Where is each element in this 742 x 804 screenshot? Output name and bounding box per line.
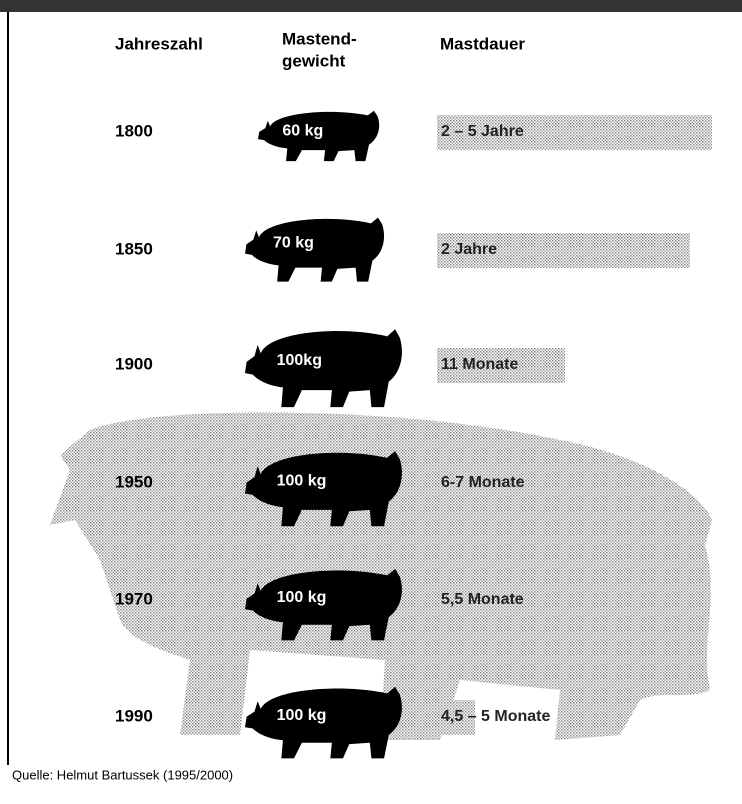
weight: 60 kg bbox=[282, 122, 323, 139]
header-weight: gewicht bbox=[282, 51, 346, 70]
duration: 2 – 5 Jahre bbox=[441, 123, 524, 140]
header-bar bbox=[0, 0, 742, 12]
weight: 70 kg bbox=[273, 235, 314, 252]
year: 1900 bbox=[115, 354, 153, 373]
duration: 4,5 – 5 Monate bbox=[441, 708, 550, 725]
duration: 2 Jahre bbox=[441, 241, 497, 258]
year: 1950 bbox=[115, 472, 153, 491]
duration: 5,5 Monate bbox=[441, 591, 524, 608]
weight: 100 kg bbox=[277, 473, 327, 490]
header-year: Jahreszahl bbox=[115, 34, 203, 53]
header-weight: Mastend- bbox=[282, 29, 357, 48]
header-duration: Mastdauer bbox=[440, 34, 525, 53]
weight: 100kg bbox=[277, 352, 322, 369]
year: 1970 bbox=[115, 589, 153, 608]
weight: 100 kg bbox=[277, 589, 327, 606]
duration: 11 Monate bbox=[441, 356, 518, 373]
source: Quelle: Helmut Bartussek (1995/2000) bbox=[12, 767, 233, 782]
infographic: Jahreszahl Mastend- gewicht Mastdauer Qu… bbox=[0, 0, 742, 799]
duration: 6-7 Monate bbox=[441, 474, 525, 491]
year: 1850 bbox=[115, 239, 153, 258]
year: 1990 bbox=[115, 706, 153, 725]
year: 1800 bbox=[115, 121, 153, 140]
weight: 100 kg bbox=[277, 707, 327, 724]
